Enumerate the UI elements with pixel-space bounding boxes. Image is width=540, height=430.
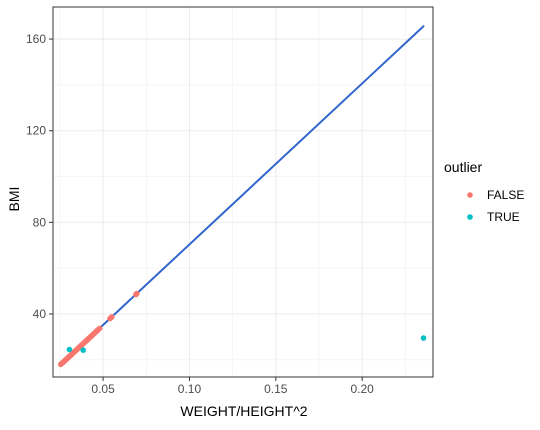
legend-label-false: FALSE <box>487 188 524 202</box>
x-tick-label: 0.10 <box>178 382 202 396</box>
x-axis-title: WEIGHT/HEIGHT^2 <box>180 403 307 419</box>
data-point-true <box>80 347 87 353</box>
legend-label-true: TRUE <box>487 210 520 224</box>
points-layer <box>57 290 427 368</box>
x-axis: 0.05 0.10 0.15 0.20 <box>91 377 374 396</box>
y-axis-title: BMI <box>6 187 22 212</box>
legend: outlier FALSE TRUE <box>444 159 524 224</box>
panel-border <box>52 6 434 378</box>
y-tick-label: 120 <box>26 124 46 138</box>
y-axis: 40 80 120 160 <box>26 32 53 321</box>
legend-entry-true: TRUE <box>467 210 520 224</box>
legend-entry-false: FALSE <box>467 188 524 202</box>
y-tick-label: 40 <box>33 307 47 321</box>
data-point-false <box>96 325 103 332</box>
data-point-true <box>420 335 427 341</box>
legend-key-true <box>467 214 473 220</box>
minor-gridlines <box>53 7 433 377</box>
data-point-true <box>66 346 73 353</box>
x-tick-label: 0.20 <box>351 382 375 396</box>
data-point-false <box>133 290 140 297</box>
x-tick-label: 0.05 <box>91 382 115 396</box>
x-tick-label: 0.15 <box>264 382 288 396</box>
data-point-false <box>108 315 114 321</box>
y-tick-label: 80 <box>33 215 47 229</box>
legend-key-false <box>467 192 473 198</box>
fit-line <box>59 25 425 366</box>
fit-line-layer <box>59 25 425 366</box>
y-tick-label: 160 <box>26 32 46 46</box>
major-gridlines <box>53 7 433 377</box>
legend-title: outlier <box>444 159 482 175</box>
series-false <box>57 290 140 368</box>
series-true <box>66 335 427 353</box>
